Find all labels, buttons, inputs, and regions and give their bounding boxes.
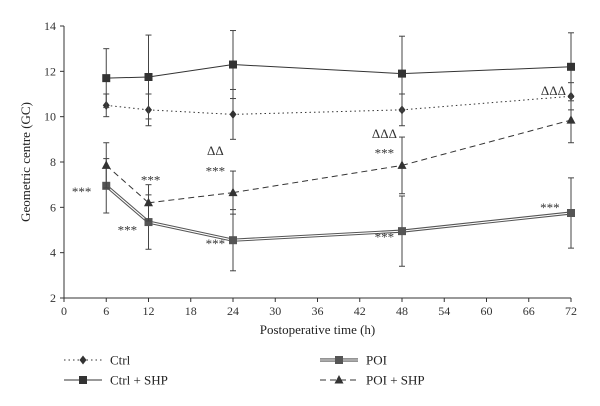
significance-annotation: *** — [206, 164, 226, 179]
series-line-segment — [148, 192, 234, 204]
legend-item: POI — [320, 353, 387, 368]
x-tick-label: 48 — [396, 304, 408, 318]
series-line-segment — [232, 64, 403, 75]
x-tick-label: 24 — [227, 304, 239, 318]
y-tick-label: 2 — [50, 291, 56, 305]
series-line-segment — [148, 64, 234, 78]
series-line-segment — [106, 76, 149, 79]
y-tick-label: 12 — [44, 64, 56, 78]
series-poi — [102, 158, 575, 272]
x-tick-label: 72 — [565, 304, 577, 318]
delta-annotation: ΔΔΔ — [541, 83, 566, 98]
legend-swatch-marker — [334, 375, 344, 384]
data-point — [228, 187, 238, 197]
x-tick-label: 54 — [438, 304, 450, 318]
series-line-segment — [232, 109, 403, 115]
y-tick-label: 14 — [44, 19, 56, 33]
x-tick-label: 42 — [354, 304, 366, 318]
legend-item: POI + SHP — [320, 373, 425, 388]
series-line-segment — [148, 109, 234, 115]
annotations: *** *** *** ΔΔ *** *** ΔΔΔ *** *** ΔΔΔ *** — [72, 83, 566, 251]
data-point — [144, 218, 153, 227]
series-ctrl-shp — [102, 30, 575, 120]
significance-annotation: *** — [206, 236, 226, 251]
legend-swatch-marker — [79, 376, 87, 384]
data-point — [101, 160, 111, 169]
x-tick-label: 66 — [523, 304, 535, 318]
series-line-segment-inner — [401, 212, 572, 232]
legend-item: Ctrl — [64, 353, 131, 368]
x-tick-label: 36 — [312, 304, 324, 318]
y-tick-label: 8 — [50, 155, 56, 169]
x-tick-label: 6 — [103, 304, 109, 318]
data-point — [144, 73, 153, 81]
significance-annotation: *** — [375, 145, 395, 160]
series-layer — [101, 30, 576, 272]
y-tick-label: 10 — [44, 110, 56, 124]
significance-annotation: *** — [118, 223, 138, 238]
delta-annotation: ΔΔ — [207, 143, 224, 158]
series-line-segment — [401, 119, 572, 166]
data-point — [144, 197, 153, 207]
legend: Ctrl Ctrl + SHP POI POI + SHP — [64, 353, 425, 388]
legend-label: POI — [366, 353, 387, 368]
legend-swatch-marker — [79, 355, 87, 365]
significance-annotation: *** — [141, 173, 161, 188]
legend-label: POI + SHP — [366, 373, 425, 388]
data-point — [397, 160, 407, 169]
legend-swatch-marker — [335, 356, 343, 364]
delta-annotation: ΔΔΔ — [372, 126, 397, 141]
significance-annotation: *** — [375, 229, 395, 244]
series-poi-shp — [101, 96, 576, 222]
series-line-segment — [232, 164, 403, 194]
x-tick-label: 12 — [143, 304, 155, 318]
data-point — [398, 69, 406, 78]
data-point — [567, 62, 575, 71]
data-point — [102, 74, 111, 83]
significance-annotation: *** — [72, 184, 92, 199]
series-line-segment-inner — [232, 230, 403, 241]
data-point — [229, 109, 237, 119]
series-line-segment-inner — [148, 221, 234, 241]
x-tick-label: 30 — [269, 304, 281, 318]
legend-label: Ctrl — [110, 353, 131, 368]
data-point — [229, 60, 237, 69]
data-point — [229, 236, 237, 245]
data-point — [398, 227, 406, 236]
legend-label: Ctrl + SHP — [110, 373, 168, 388]
data-point — [566, 115, 576, 124]
axes: 0 6 12 18 24 30 36 42 48 54 60 66 722468101214Postop… — [18, 19, 577, 337]
series-line-segment-inner — [105, 185, 149, 223]
series-line-segment — [401, 66, 572, 75]
y-axis-title: Geometric centre (GC) — [18, 102, 33, 222]
y-tick-label: 6 — [50, 200, 56, 214]
data-point — [567, 209, 575, 217]
x-tick-label: 18 — [185, 304, 197, 318]
x-axis-title: Postoperative time (h) — [260, 322, 376, 337]
series-ctrl — [102, 82, 575, 140]
x-tick-label: 0 — [61, 304, 67, 318]
legend-item: Ctrl + SHP — [64, 373, 168, 388]
x-tick-label: 60 — [481, 304, 493, 318]
y-tick-label: 4 — [50, 246, 56, 260]
significance-annotation: *** — [540, 200, 560, 215]
series-line-segment — [106, 104, 149, 111]
series-line-segment — [401, 95, 572, 111]
